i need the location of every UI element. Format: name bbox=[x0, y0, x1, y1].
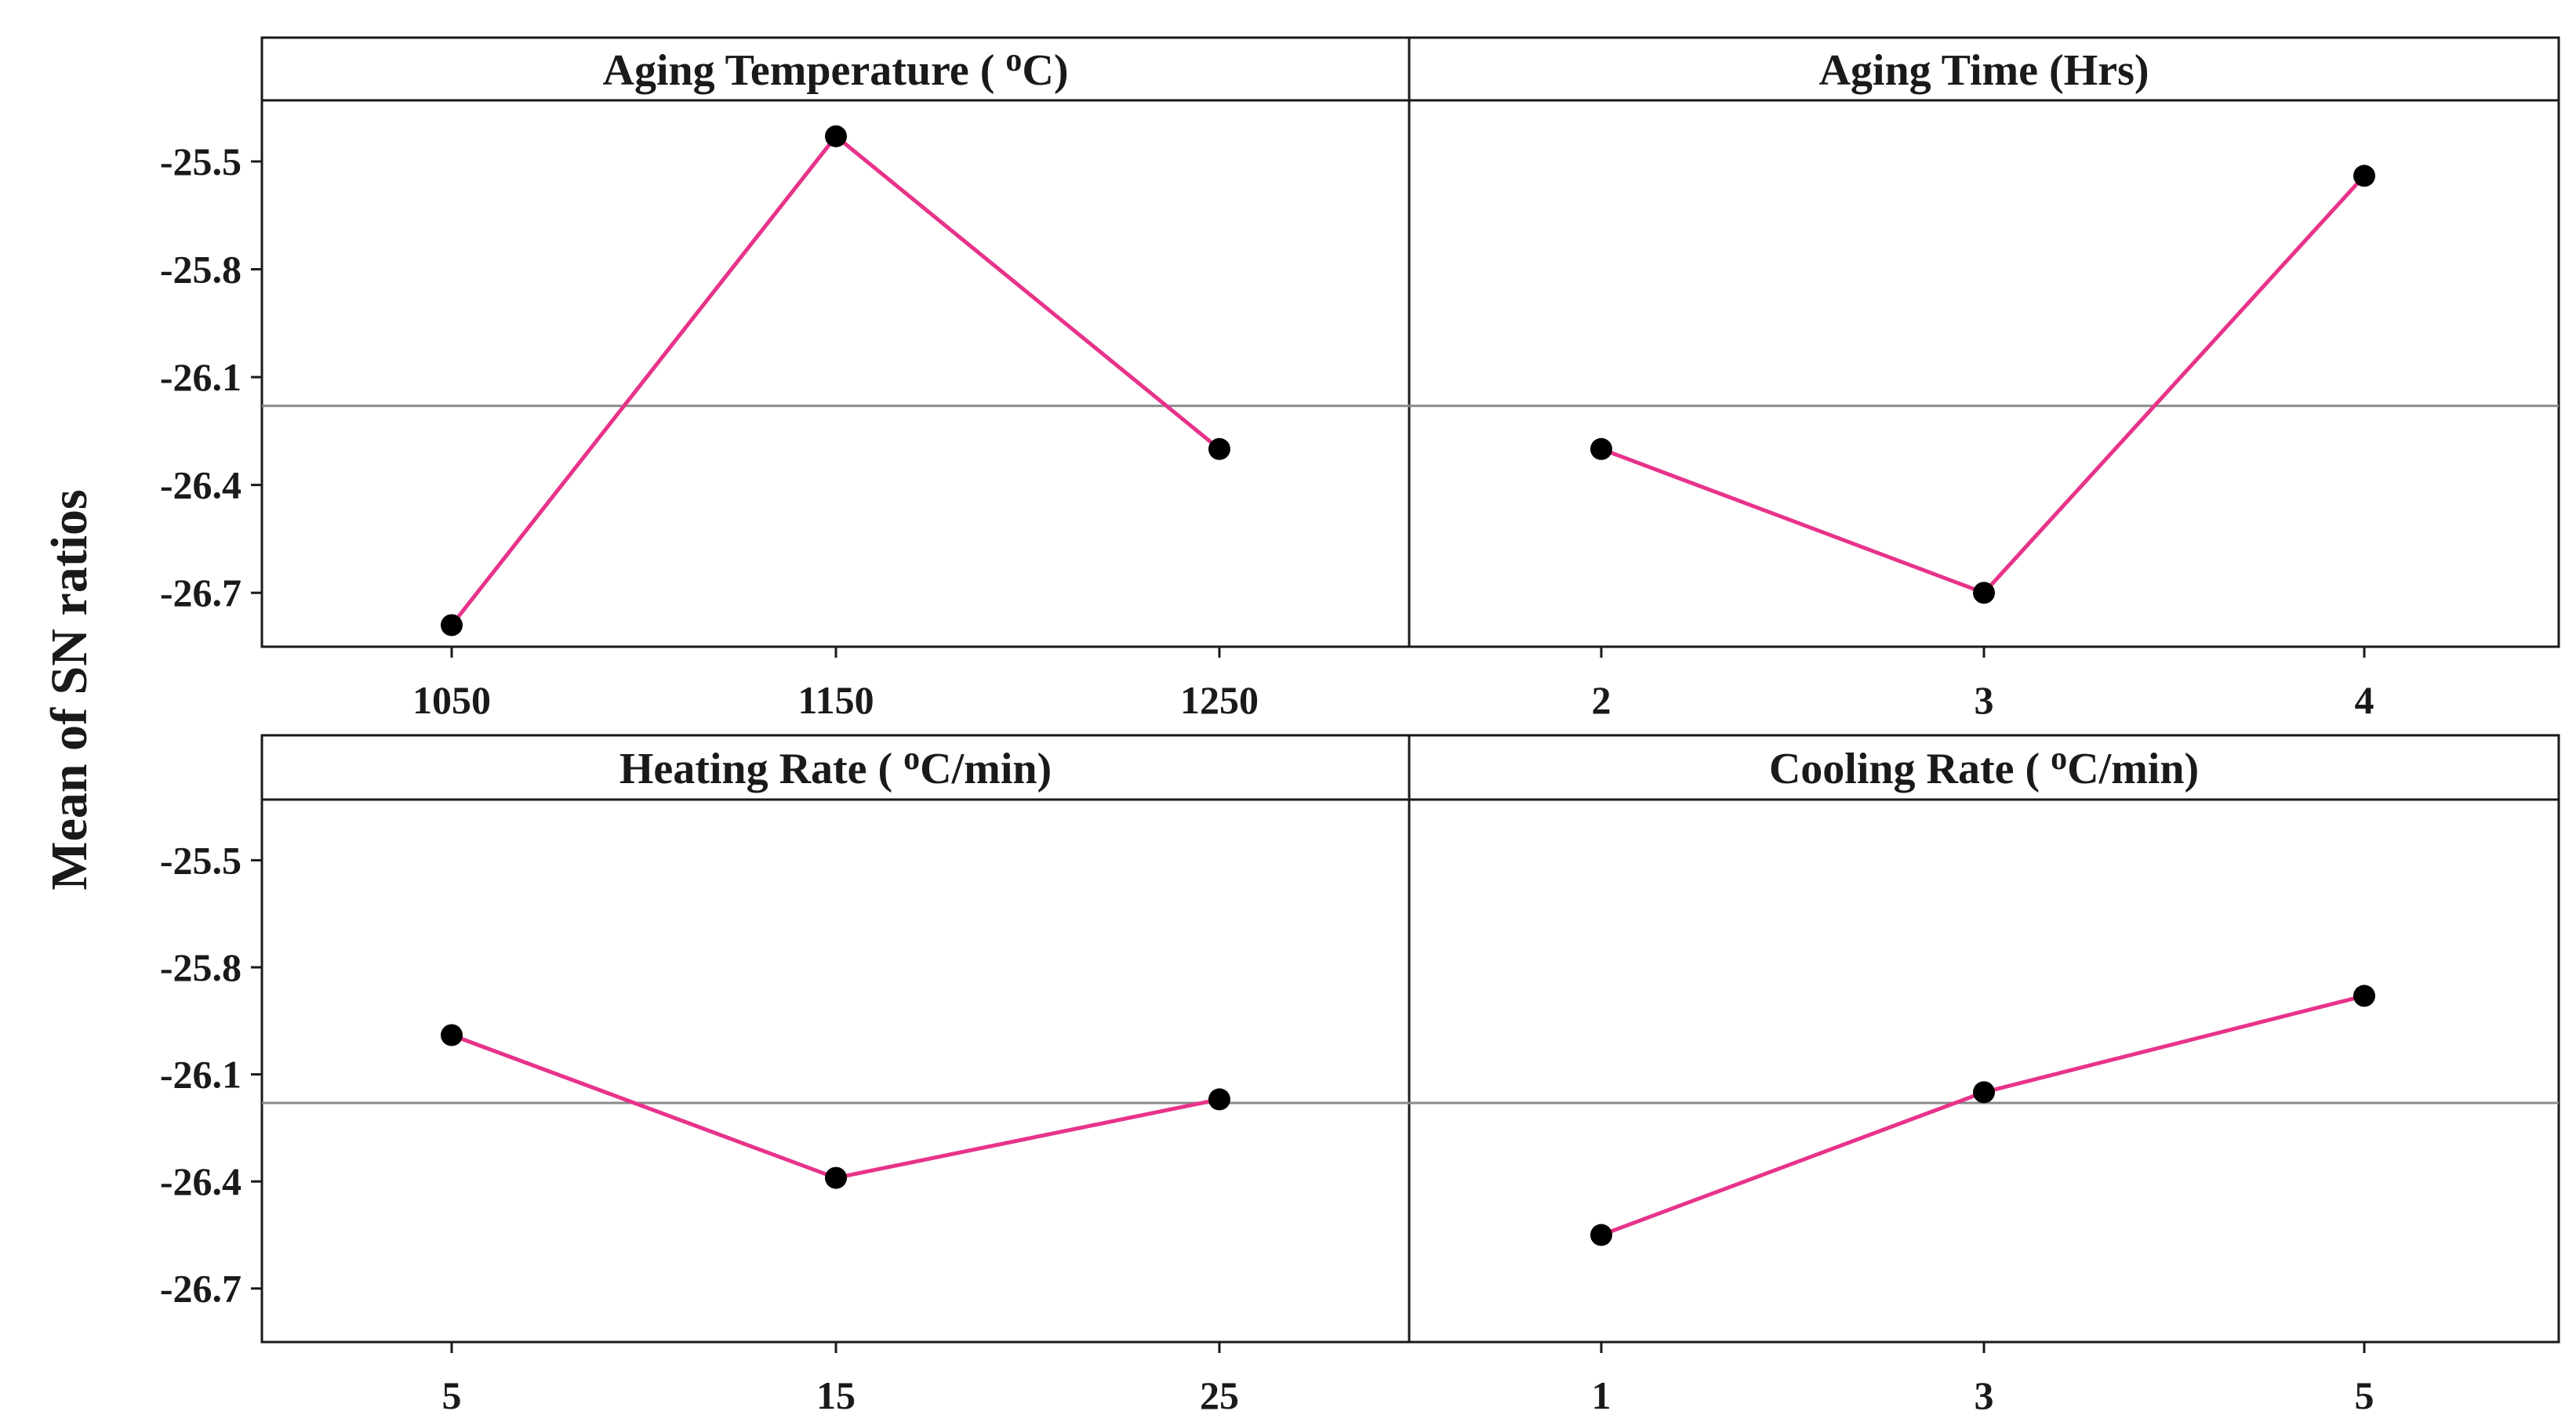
series-line bbox=[1600, 174, 2366, 596]
y-tick-label: -25.5 bbox=[160, 838, 242, 882]
y-tick-label: -25.8 bbox=[160, 945, 242, 989]
x-tick-label: 1150 bbox=[798, 678, 874, 722]
data-point bbox=[1208, 437, 1230, 460]
x-tick-label: 3 bbox=[1975, 678, 1994, 722]
y-tick-label: -26.4 bbox=[160, 1159, 242, 1203]
panel-title: Aging Temperature ( oC) bbox=[603, 42, 1069, 95]
series-line bbox=[451, 1033, 1220, 1181]
data-point bbox=[1590, 437, 1612, 460]
y-tick-label: -26.4 bbox=[160, 463, 242, 507]
y-axis-title: Mean of SN ratios bbox=[41, 489, 98, 890]
x-tick-label: 2 bbox=[1592, 678, 1611, 722]
y-tick-label: -26.7 bbox=[160, 571, 242, 615]
x-tick-label: 25 bbox=[1200, 1373, 1239, 1417]
x-tick-label: 1050 bbox=[412, 678, 491, 722]
x-tick-label: 5 bbox=[2355, 1373, 2374, 1417]
x-tick-label: 5 bbox=[442, 1373, 462, 1417]
x-tick-label: 1250 bbox=[1180, 678, 1259, 722]
panel-title: Heating Rate ( oC/min) bbox=[619, 741, 1052, 793]
data-point bbox=[2353, 985, 2375, 1007]
y-tick-label: -26.7 bbox=[160, 1267, 242, 1311]
data-point bbox=[825, 1166, 847, 1189]
x-tick-label: 15 bbox=[816, 1373, 856, 1417]
data-point bbox=[825, 125, 847, 147]
data-point bbox=[2353, 165, 2375, 187]
y-tick-label: -26.1 bbox=[160, 355, 242, 399]
data-point bbox=[1973, 1081, 1995, 1104]
y-tick-label: -25.8 bbox=[160, 248, 242, 292]
series-line bbox=[450, 133, 1221, 627]
data-point bbox=[1590, 1224, 1612, 1246]
y-tick-label: -26.1 bbox=[160, 1053, 242, 1097]
panel-title: Cooling Rate ( oC/min) bbox=[1769, 741, 2199, 793]
panel-title: Aging Time (Hrs) bbox=[1818, 46, 2149, 95]
x-tick-label: 1 bbox=[1592, 1373, 1611, 1417]
x-tick-label: 4 bbox=[2355, 678, 2374, 722]
data-point bbox=[1208, 1088, 1230, 1111]
data-point bbox=[441, 614, 463, 637]
data-point bbox=[1973, 582, 1995, 604]
data-point bbox=[441, 1024, 463, 1047]
x-tick-label: 3 bbox=[1975, 1373, 1994, 1417]
series-line bbox=[1600, 993, 2365, 1237]
y-tick-label: -25.5 bbox=[160, 140, 242, 183]
